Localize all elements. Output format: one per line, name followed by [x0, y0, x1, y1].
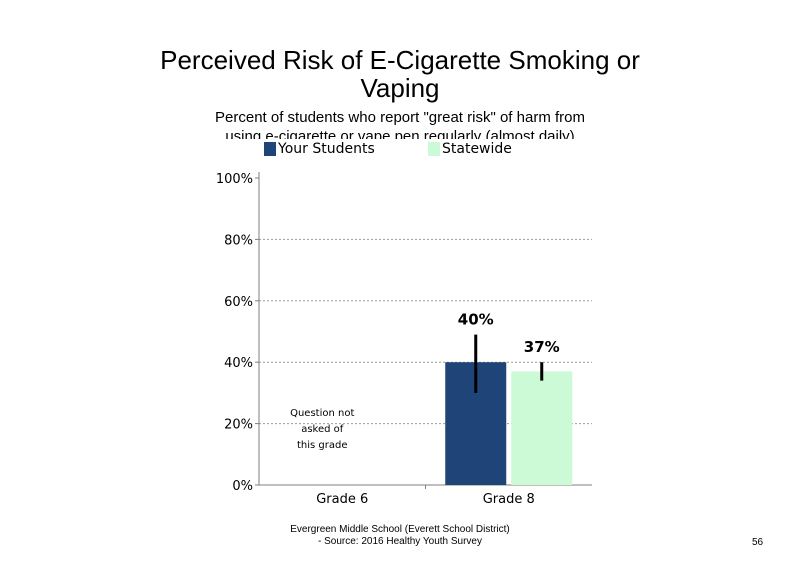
legend-item-your-students: Your Students: [264, 140, 375, 158]
annotation-text: Question not: [290, 408, 354, 419]
legend-swatch-statewide: [428, 142, 440, 156]
chart-title-line-2: Vaping: [360, 73, 440, 103]
footer-line-2: - Source: 2016 Healthy Youth Survey: [318, 536, 482, 547]
chart-subtitle-line-1: Percent of students who report "great ri…: [215, 109, 585, 126]
chart-subtitle-line-2: using e-cigarette or vape pen regularly …: [225, 128, 575, 139]
y-tick-label: 100%: [216, 172, 253, 187]
x-tick-label: Grade 8: [483, 492, 535, 507]
legend-label-your-students: Your Students: [278, 141, 375, 157]
chart-subtitle: Percent of students who report "great ri…: [180, 108, 620, 139]
bar: [511, 371, 573, 485]
y-tick-label: 40%: [224, 356, 253, 371]
x-tick-label: Grade 6: [316, 492, 368, 507]
chart-title: Perceived Risk of E-Cigarette Smoking or…: [140, 46, 660, 102]
chart-title-line-1: Perceived Risk of E-Cigarette Smoking or: [160, 45, 640, 75]
y-tick-label: 20%: [224, 418, 253, 433]
legend-swatch-your-students: [264, 142, 276, 156]
legend-item-statewide: Statewide: [428, 140, 512, 158]
annotation-text: this grade: [297, 440, 348, 451]
annotation-text: asked of: [301, 424, 344, 435]
chart-legend: Your Students Statewide: [264, 140, 624, 158]
footer-source: Evergreen Middle School (Everett School …: [250, 524, 550, 548]
y-tick-label: 80%: [224, 233, 253, 248]
y-tick-label: 0%: [232, 479, 253, 494]
legend-label-statewide: Statewide: [442, 141, 512, 157]
data-label: 37%: [524, 338, 560, 356]
y-tick-label: 60%: [224, 295, 253, 310]
data-label: 40%: [458, 311, 494, 329]
footer-line-1: Evergreen Middle School (Everett School …: [290, 524, 510, 535]
page-number: 56: [752, 537, 764, 548]
